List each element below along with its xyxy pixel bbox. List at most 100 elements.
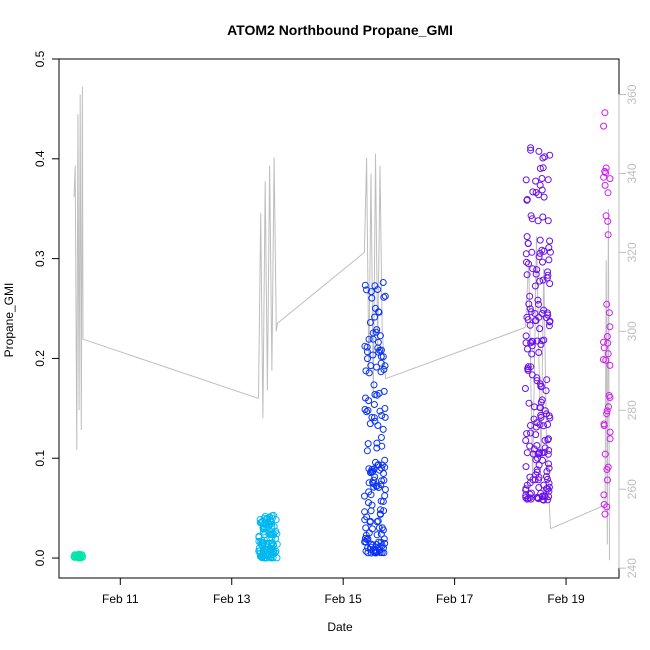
data-point	[370, 414, 378, 422]
data-point	[380, 476, 388, 484]
data-point	[522, 332, 530, 340]
data-point	[527, 422, 534, 429]
x-tick-label: Feb 15	[324, 592, 362, 606]
data-point	[536, 448, 544, 456]
data-point	[526, 292, 534, 300]
data-point	[380, 549, 388, 557]
data-point	[381, 413, 389, 421]
data-point	[368, 413, 376, 421]
data-point	[604, 231, 612, 239]
data-point	[524, 363, 532, 371]
data-point	[600, 344, 608, 352]
data-point	[533, 374, 541, 382]
data-point	[364, 440, 372, 448]
data-point	[523, 430, 531, 438]
x-tick-label: Feb 13	[213, 592, 251, 606]
data-point	[540, 306, 548, 314]
data-point	[376, 407, 384, 415]
data-point	[522, 463, 530, 471]
data-point	[255, 532, 263, 540]
data-point	[527, 144, 535, 152]
secondary-line-segment	[277, 252, 365, 324]
data-point	[363, 286, 370, 294]
data-point	[371, 304, 379, 312]
data-point	[523, 271, 531, 279]
data-point	[537, 383, 545, 391]
data-point	[606, 175, 614, 183]
secondary-line-segment	[604, 208, 610, 561]
data-point	[545, 479, 553, 487]
data-point	[544, 436, 552, 444]
data-point	[255, 544, 263, 552]
data-point	[606, 361, 614, 369]
data-point	[373, 482, 381, 490]
data-point	[531, 476, 539, 484]
data-point	[546, 248, 554, 256]
data-point	[379, 279, 387, 286]
data-point	[537, 489, 545, 497]
data-point	[544, 450, 552, 458]
data-point	[373, 518, 381, 526]
data-point	[373, 439, 381, 447]
data-point	[368, 525, 376, 533]
data-point	[259, 525, 267, 533]
data-point	[531, 282, 539, 290]
data-point	[544, 421, 552, 428]
data-point	[538, 175, 546, 182]
data-point	[375, 348, 383, 356]
data-point	[539, 164, 547, 172]
x-axis-label: Date	[327, 620, 353, 634]
data-point	[367, 288, 375, 296]
data-point	[537, 411, 545, 419]
data-point	[522, 485, 530, 493]
data-point	[536, 277, 544, 285]
data-point	[535, 300, 542, 308]
y-tick-label: 0.2	[33, 350, 47, 367]
data-point	[542, 387, 550, 395]
secondary-line-segment	[73, 86, 84, 450]
y-tick-label: 0.4	[33, 150, 47, 167]
secondary-line-segment	[82, 338, 259, 399]
data-point	[367, 507, 375, 515]
data-point	[533, 466, 541, 474]
data-point	[601, 181, 609, 189]
data-point	[541, 493, 549, 501]
data-point	[381, 486, 389, 493]
data-point	[540, 247, 548, 255]
data-point	[602, 164, 610, 172]
data-point	[379, 353, 387, 361]
data-point	[600, 122, 608, 130]
data-point	[365, 397, 373, 405]
data-point	[266, 534, 274, 542]
data-point	[381, 456, 389, 464]
data-point	[536, 421, 544, 429]
data-point	[543, 473, 550, 481]
data-point	[600, 491, 608, 499]
data-point	[523, 449, 531, 457]
data-point	[546, 151, 554, 159]
chart-title: ATOM2 Northbound Propane_GMI	[227, 22, 453, 38]
data-point	[535, 349, 543, 356]
data-point	[534, 217, 542, 225]
data-point	[605, 309, 613, 317]
data-point	[603, 410, 611, 418]
data-point	[527, 308, 535, 316]
data-point	[362, 547, 370, 555]
data-point	[604, 463, 612, 471]
data-point	[258, 554, 266, 562]
data-point	[367, 362, 375, 370]
data-point	[372, 548, 380, 556]
data-point	[527, 339, 535, 347]
data-point	[364, 407, 372, 414]
data-point	[544, 311, 552, 319]
data-point	[379, 425, 387, 433]
data-point	[603, 300, 611, 308]
data-point	[533, 442, 541, 449]
data-point	[378, 524, 386, 532]
data-point	[524, 345, 531, 353]
data-point	[365, 488, 373, 496]
data-point	[601, 450, 609, 458]
data-point	[524, 494, 532, 502]
data-point	[545, 446, 553, 454]
data-point	[257, 553, 265, 561]
